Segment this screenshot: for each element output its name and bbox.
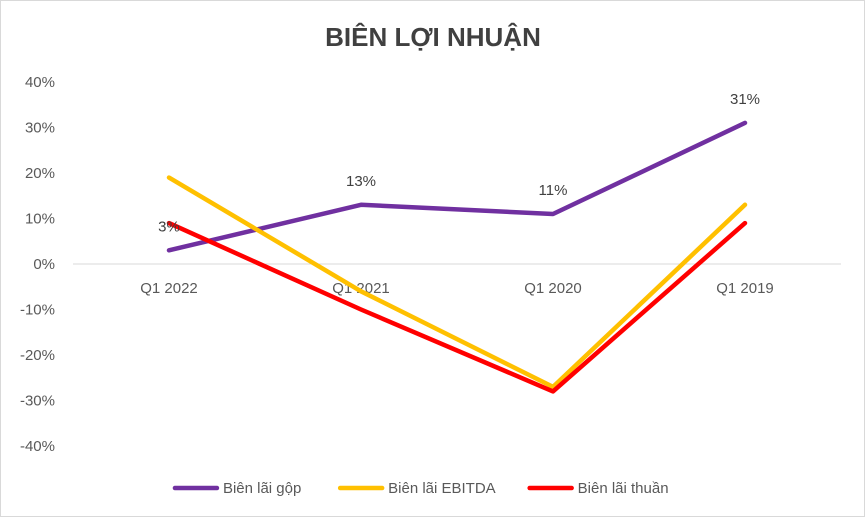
x-tick-label: Q1 2021 xyxy=(332,280,390,297)
series-line xyxy=(166,120,748,253)
data-label: 11% xyxy=(539,182,568,199)
legend-item: Biên lãi gộp xyxy=(172,480,301,497)
y-tick-label: 20% xyxy=(25,165,55,182)
y-tick-label: -10% xyxy=(20,302,55,319)
y-axis-tick-labels: 40% 30% 20% 10% 0% -10% -20% -30% -40% xyxy=(20,74,55,455)
y-tick-label: 30% xyxy=(25,120,55,137)
x-tick-label: Q1 2020 xyxy=(524,280,582,297)
legend-label: Biên lãi gộp xyxy=(223,480,301,497)
legend-label: Biên lãi thuần xyxy=(578,480,669,497)
chart-title: BIÊN LỢI NHUẬN xyxy=(325,22,541,52)
series-line xyxy=(166,175,748,390)
y-tick-label: -30% xyxy=(20,393,55,410)
data-labels: 3% 13% 11% 31% xyxy=(158,91,760,235)
data-label: 13% xyxy=(346,173,376,190)
x-tick-label: Q1 2019 xyxy=(716,280,774,297)
x-tick-label: Q1 2022 xyxy=(140,280,198,297)
legend-label: Biên lãi EBITDA xyxy=(388,480,496,497)
y-tick-label: 10% xyxy=(25,211,55,228)
series-lines xyxy=(166,120,748,394)
data-label: 3% xyxy=(158,218,180,235)
y-tick-label: 40% xyxy=(25,74,55,91)
series-line xyxy=(166,220,748,394)
legend: Biên lãi gộp Biên lãi EBITDA Biên lãi thuầ… xyxy=(172,480,669,497)
data-label: 31% xyxy=(730,91,760,108)
legend-item: Biên lãi thuần xyxy=(527,480,669,497)
y-tick-label: -40% xyxy=(20,438,55,455)
y-tick-label: -20% xyxy=(20,347,55,364)
y-tick-label: 0% xyxy=(33,256,55,273)
legend-item: Biên lãi EBITDA xyxy=(337,480,496,497)
